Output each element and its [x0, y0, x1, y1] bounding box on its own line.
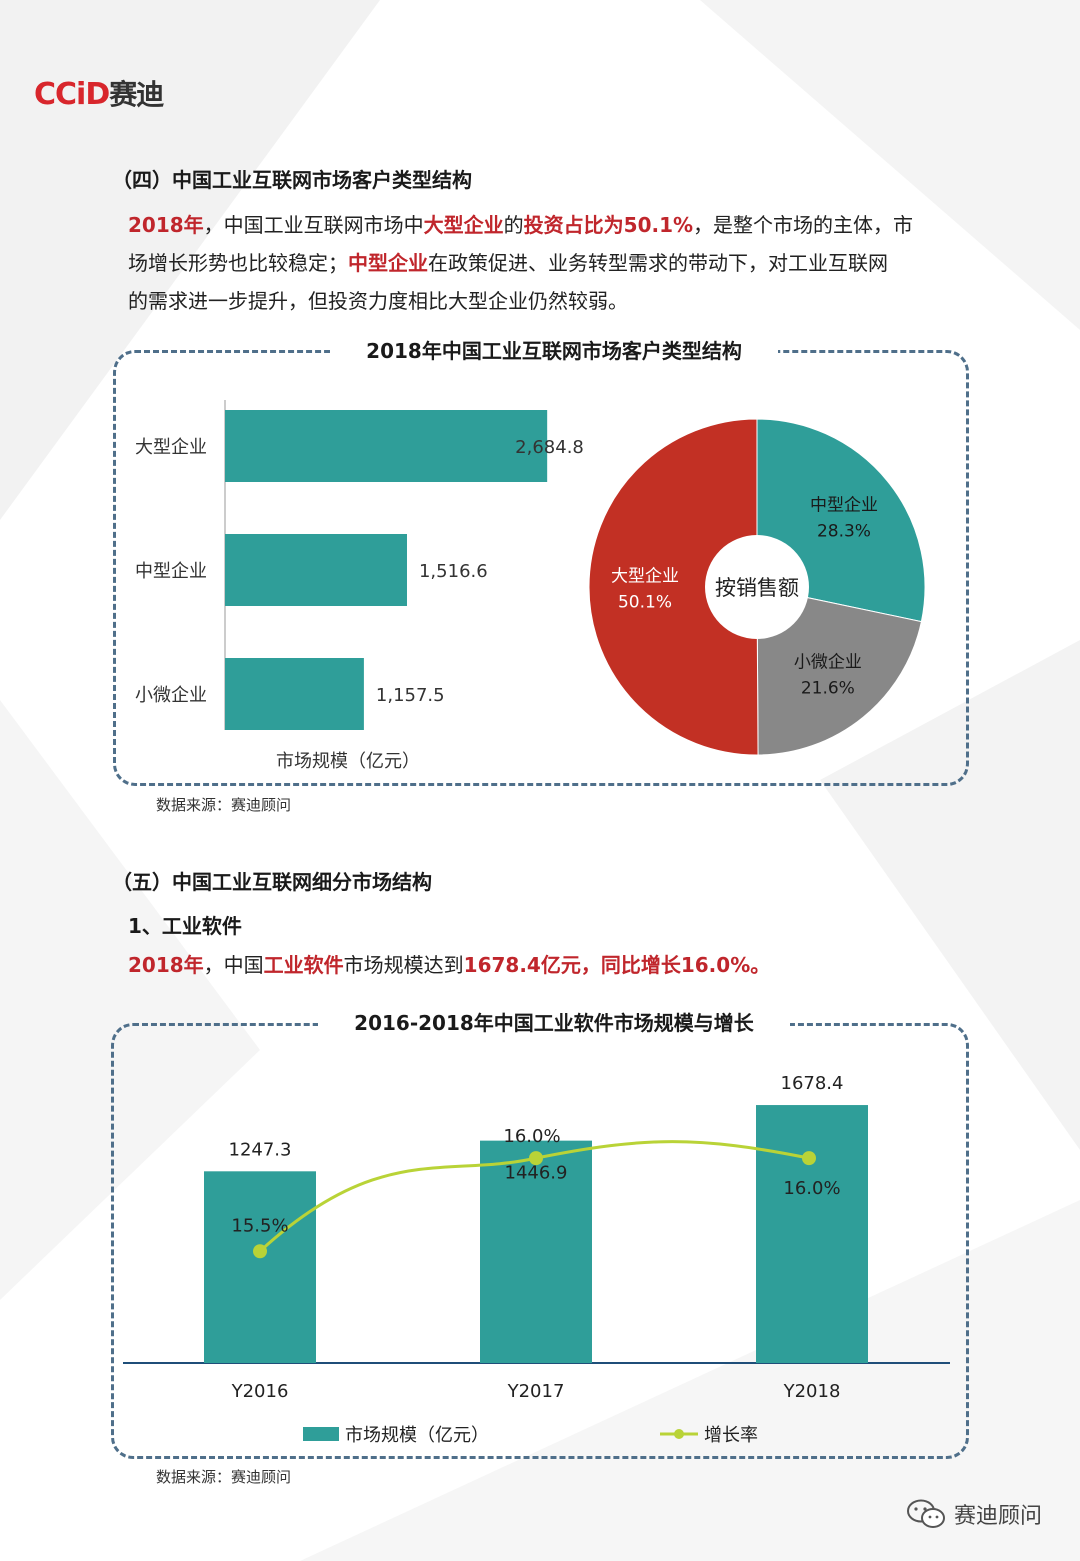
- category-label: 小微企业: [135, 685, 207, 706]
- chart2-title: 2016-2018年中国工业软件市场规模与增长: [318, 1008, 790, 1038]
- legend-line-marker: [674, 1429, 684, 1439]
- wechat-icon: [906, 1499, 945, 1528]
- category-label: 中型企业: [135, 561, 207, 582]
- source-note-1: 数据来源：赛迪顾问: [156, 796, 292, 814]
- bar-Y2016: [204, 1171, 316, 1363]
- value-label: 2,684.8: [515, 437, 584, 458]
- growth-rate-label: 16.0%: [783, 1178, 840, 1199]
- section4-paragraph: 2018年，中国工业互联网市场中大型企业的投资占比为50.1%，是整个市场的主体…: [128, 213, 914, 313]
- wechat-account-name: 赛迪顾问: [953, 1504, 1042, 1529]
- slice-name-label: 中型企业: [810, 495, 878, 515]
- bar-value-label: 1678.4: [781, 1073, 844, 1094]
- bar-中型企业: [225, 534, 407, 606]
- slice-小微企业: [756, 586, 922, 756]
- section5-subheading: 1、工业软件: [128, 914, 242, 938]
- slice-name-label: 小微企业: [794, 653, 862, 673]
- x-tick-label: Y2017: [507, 1381, 565, 1402]
- wechat-account: 赛迪顾问: [906, 1498, 1042, 1530]
- ccid-logo: CCiD赛迪: [34, 77, 164, 112]
- bar-value-label: 1446.9: [505, 1163, 568, 1184]
- growth-rate-point: [802, 1151, 816, 1166]
- value-label: 1,157.5: [376, 685, 445, 706]
- donut-hole: [705, 535, 809, 639]
- bar-大型企业: [225, 410, 548, 482]
- slice-大型企业: [588, 418, 759, 756]
- source-note-2: 数据来源：赛迪顾问: [156, 1468, 292, 1486]
- bar-Y2018: [756, 1105, 868, 1363]
- growth-rate-label: 16.0%: [503, 1126, 560, 1147]
- section5-heading: （五）中国工业互联网细分市场结构: [112, 870, 432, 894]
- slice-percent-label: 28.3%: [817, 521, 871, 541]
- bar-小微企业: [225, 658, 364, 730]
- x-tick-label: Y2018: [783, 1381, 841, 1402]
- x-tick-label: Y2016: [231, 1381, 289, 1402]
- legend-bar-label: 市场规模（亿元）: [345, 1425, 489, 1446]
- horizontal-bar-chart: 大型企业 2,684.8 中型企业 1,516.6 小微企业 1,157.5 市场规模（亿元…: [135, 400, 584, 772]
- section5-summary: 2018年，中国工业软件市场规模达到1678.4亿元，同比增长16.0%。: [128, 953, 771, 977]
- bar-Y2017: [480, 1140, 592, 1363]
- section4-heading: （四）中国工业互联网市场客户类型结构: [112, 168, 472, 192]
- legend-line-label: 增长率: [704, 1425, 758, 1446]
- slice-percent-label: 50.1%: [618, 592, 672, 612]
- category-label: 大型企业: [135, 437, 207, 458]
- x-axis-label: 市场规模（亿元）: [276, 751, 420, 772]
- donut-chart: 中型企业 28.3% 小微企业 21.6% 大型企业 50.1% 按销售额: [588, 418, 926, 756]
- donut-center-label: 按销售额: [715, 576, 799, 600]
- bar-line-combo-chart: Y2016 Y2017 Y2018 1247.3 1446.9 1678.4 15.5% 16…: [123, 1073, 950, 1446]
- bar-value-label: 1247.3: [229, 1139, 292, 1160]
- chart1-title: 2018年中国工业互联网市场客户类型结构: [330, 336, 778, 366]
- slice-percent-label: 21.6%: [801, 679, 855, 699]
- legend-bar-swatch: [303, 1427, 339, 1441]
- slice-name-label: 大型企业: [611, 566, 679, 586]
- growth-rate-point: [529, 1151, 543, 1166]
- growth-rate-point: [253, 1244, 267, 1259]
- value-label: 1,516.6: [419, 561, 488, 582]
- growth-rate-label: 15.5%: [231, 1215, 288, 1236]
